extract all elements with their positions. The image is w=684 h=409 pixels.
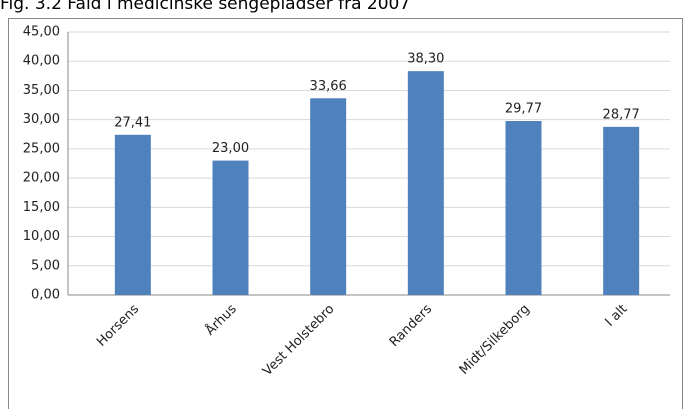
chart-title: Fig. 3.2 Fald i medicinske sengepladser … — [0, 0, 410, 14]
y-tick-label: 0,00 — [31, 288, 60, 303]
y-tick-label: 30,00 — [23, 112, 60, 127]
data-label: 33,66 — [310, 79, 347, 94]
y-tick-label: 45,00 — [23, 25, 60, 40]
bar — [407, 71, 444, 295]
y-tick-label: 5,00 — [31, 258, 60, 273]
y-tick-label: 15,00 — [23, 200, 60, 215]
y-tick-label: 20,00 — [23, 171, 60, 186]
bar — [310, 98, 347, 295]
data-label: 28,77 — [603, 107, 640, 122]
y-tick-label: 10,00 — [23, 229, 60, 244]
y-tick-label: 25,00 — [23, 141, 60, 156]
bar — [114, 134, 151, 295]
data-label: 23,00 — [212, 141, 249, 156]
data-label: 29,77 — [505, 102, 542, 117]
data-label: 27,41 — [114, 115, 151, 130]
bar — [505, 121, 542, 295]
bar — [212, 160, 249, 295]
bar — [603, 126, 640, 295]
y-tick-label: 35,00 — [23, 83, 60, 98]
data-label: 38,30 — [407, 52, 444, 67]
y-tick-label: 40,00 — [23, 54, 60, 69]
